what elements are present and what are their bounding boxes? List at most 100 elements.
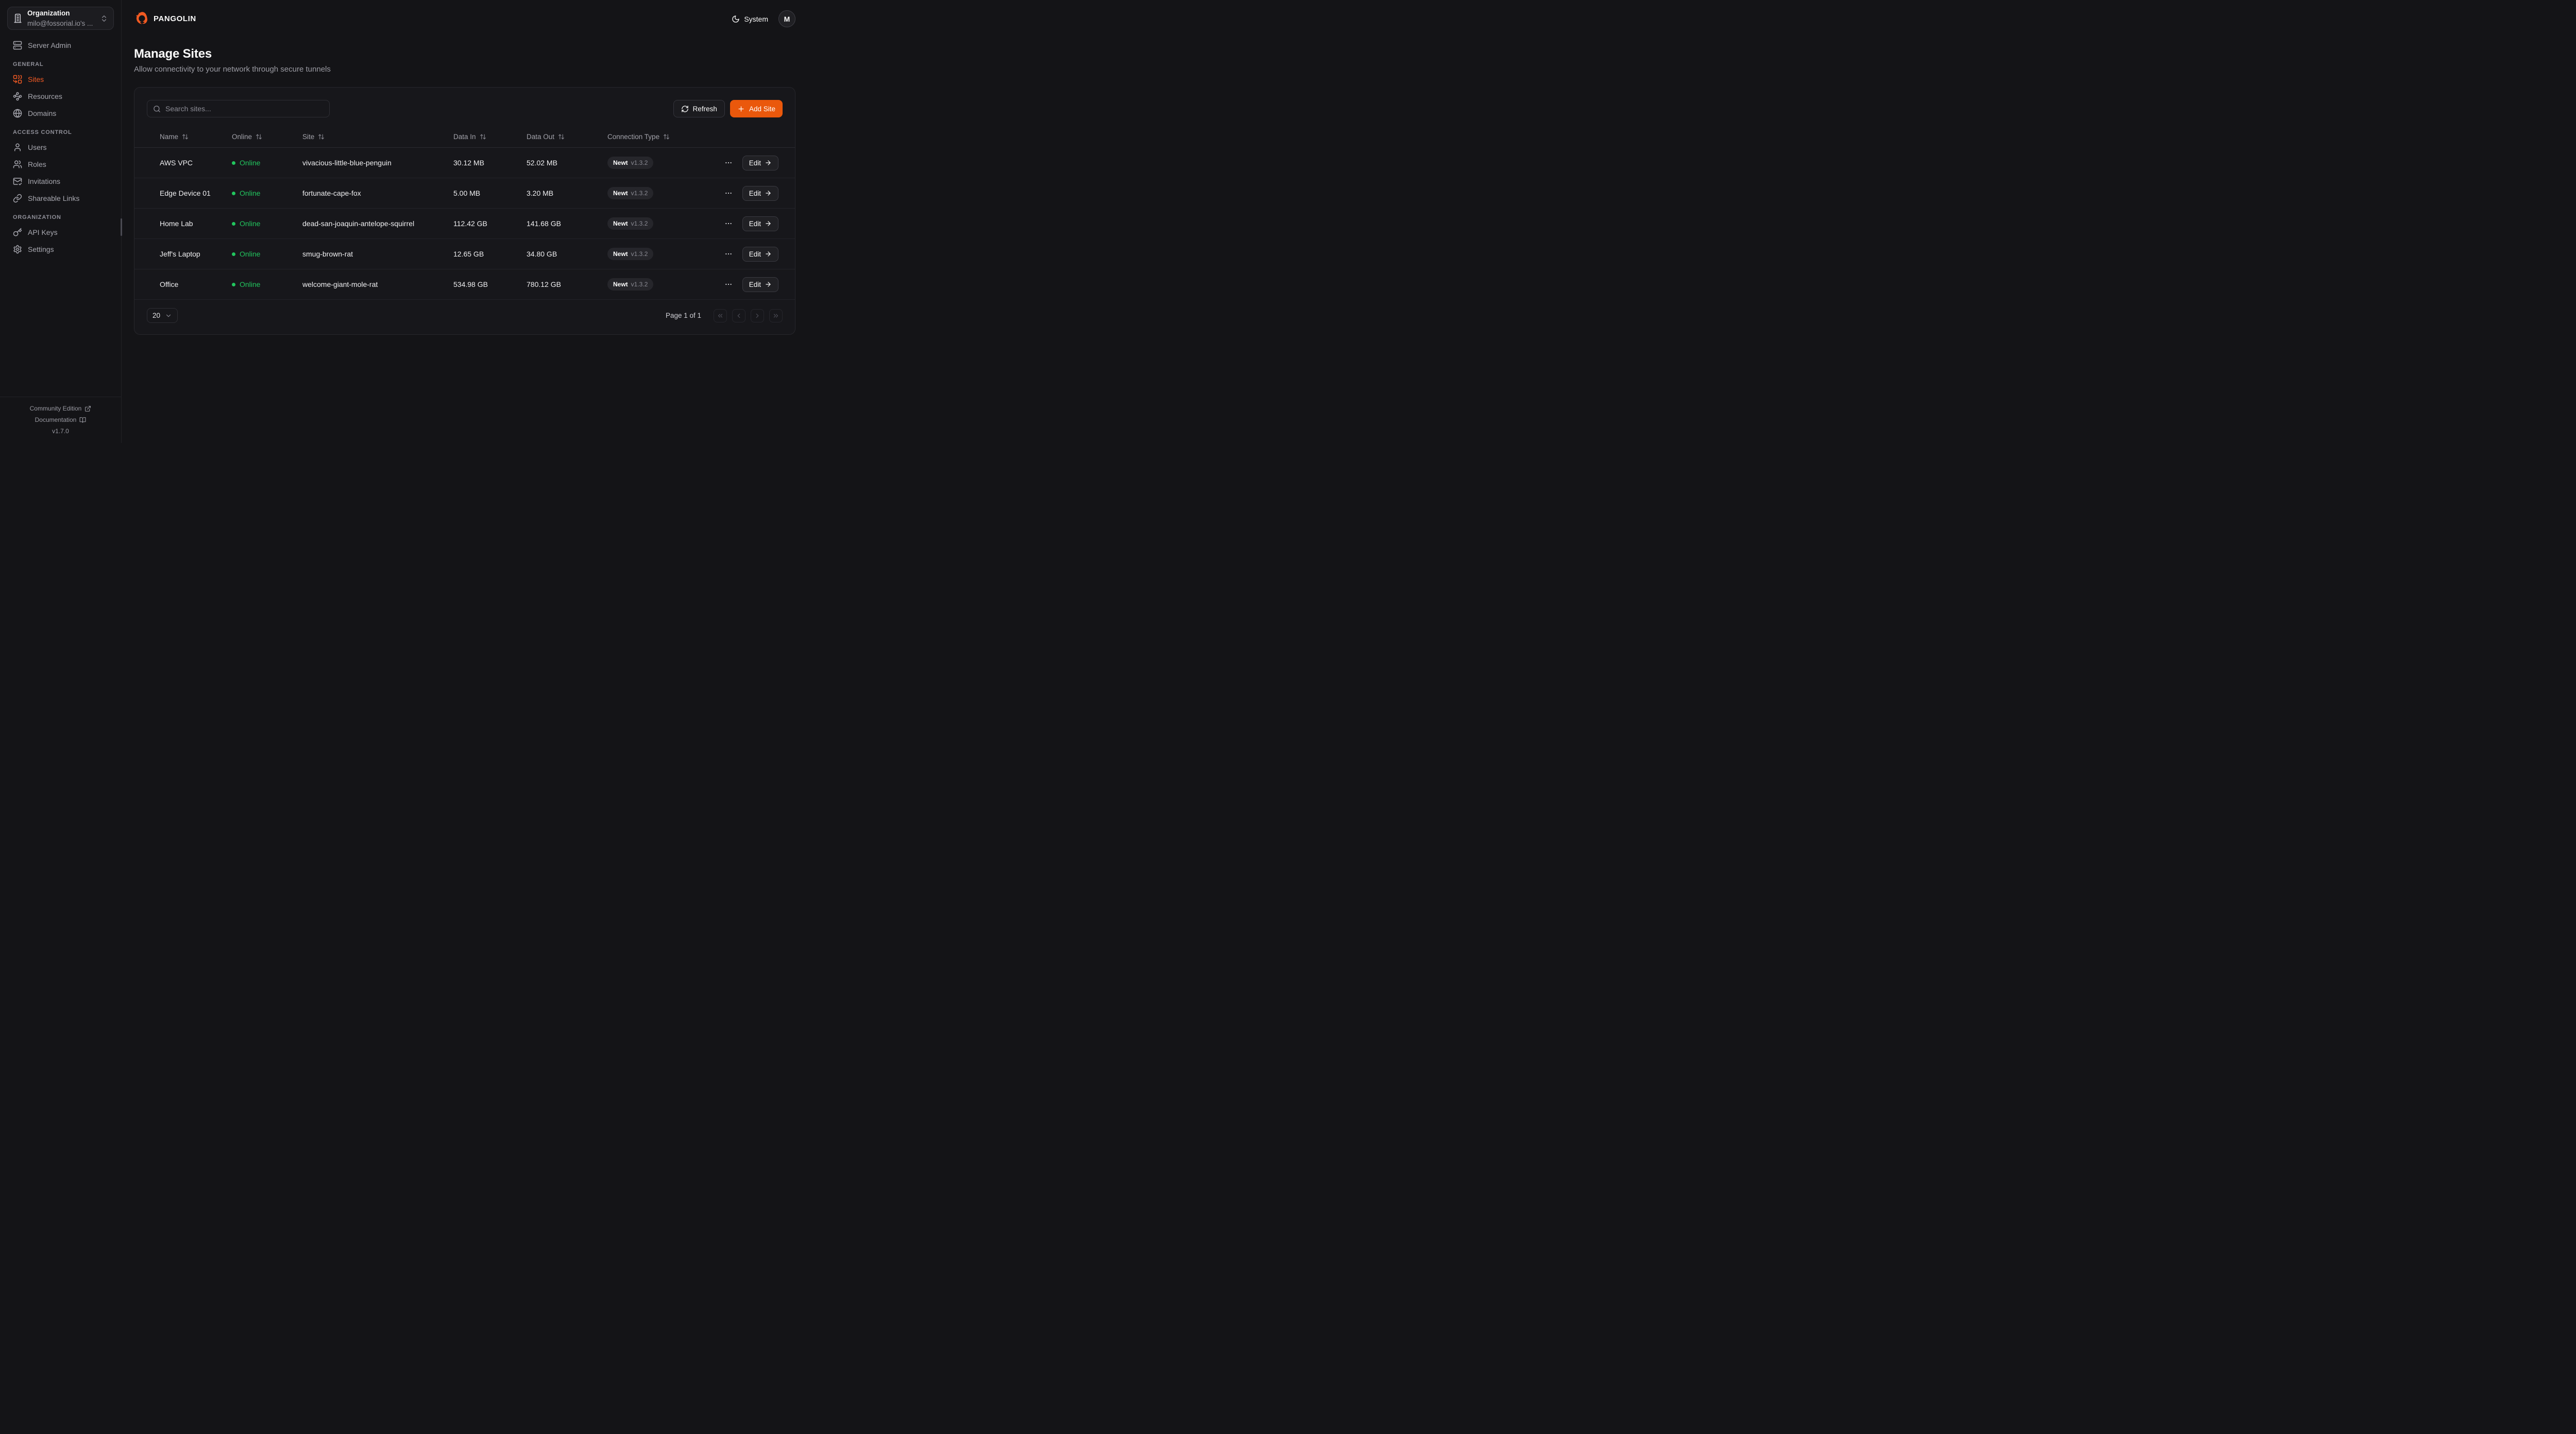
arrow-right-icon: [765, 220, 772, 227]
top-bar: PANGOLIN System M: [122, 0, 808, 38]
building-icon: [13, 13, 23, 23]
sidebar-item-label: Resources: [28, 92, 62, 100]
cell-online: Online: [219, 147, 290, 178]
connection-badge: Newt v1.3.2: [607, 248, 654, 260]
column-label: Name: [160, 133, 179, 141]
edit-button[interactable]: Edit: [742, 216, 778, 231]
refresh-icon: [681, 105, 689, 113]
toolbar-actions: Refresh Add Site: [673, 100, 783, 117]
sidebar-item-shareable-links[interactable]: Shareable Links: [7, 191, 114, 206]
column-label: Data In: [453, 133, 476, 141]
edit-button[interactable]: Edit: [742, 246, 778, 262]
server-icon: [13, 41, 22, 50]
edit-button[interactable]: Edit: [742, 185, 778, 201]
column-header-site[interactable]: Site: [290, 127, 440, 148]
connection-version-label: v1.3.2: [631, 159, 648, 166]
last-page-button[interactable]: [769, 309, 783, 322]
documentation-link[interactable]: Documentation: [4, 414, 117, 425]
theme-toggle-button[interactable]: System: [732, 15, 768, 23]
connection-badge: Newt v1.3.2: [607, 157, 654, 169]
sidebar-item-api-keys[interactable]: API Keys: [7, 225, 114, 240]
link-label: Community Edition: [29, 405, 82, 412]
connection-type-label: Newt: [613, 190, 628, 197]
search-box: [147, 100, 330, 117]
row-menu-button[interactable]: [723, 188, 734, 198]
row-menu-button[interactable]: [723, 279, 734, 289]
chevron-down-icon: [165, 312, 172, 319]
cell-connection-type: Newt v1.3.2: [595, 208, 715, 239]
row-menu-button[interactable]: [723, 249, 734, 259]
user-avatar[interactable]: M: [778, 10, 795, 27]
org-switcher-value: milo@fossorial.io's ...: [27, 19, 93, 27]
column-header-name[interactable]: Name: [134, 127, 219, 148]
settings-icon: [13, 245, 22, 254]
search-input[interactable]: [165, 105, 324, 113]
connection-badge: Newt v1.3.2: [607, 187, 654, 199]
add-site-button[interactable]: Add Site: [730, 100, 783, 117]
pangolin-logo-icon: [134, 11, 149, 27]
sidebar-item-sites[interactable]: Sites: [7, 72, 114, 87]
sort-icon: [663, 133, 670, 140]
cell-data-out: 141.68 GB: [514, 208, 595, 239]
row-menu-button[interactable]: [723, 218, 734, 229]
sidebar-item-resources[interactable]: Resources: [7, 89, 114, 104]
sidebar-item-invitations[interactable]: Invitations: [7, 174, 114, 189]
card-footer: 20 Page 1 of 1: [134, 300, 795, 334]
arrow-right-icon: [765, 250, 772, 258]
ellipsis-icon: [724, 280, 733, 288]
connection-type-label: Newt: [613, 250, 628, 258]
column-header-data-in[interactable]: Data In: [440, 127, 514, 148]
cell-actions: Edit: [715, 269, 795, 300]
edit-button[interactable]: Edit: [742, 277, 778, 292]
edit-label: Edit: [749, 219, 761, 228]
sidebar-footer: Community Edition Documentation v1.7.0: [0, 397, 121, 443]
sidebar-item-roles[interactable]: Roles: [7, 157, 114, 172]
sidebar-nav: Server Admin GENERAL Sites Resources Domains…: [0, 34, 121, 397]
next-page-button[interactable]: [751, 309, 764, 322]
edit-button[interactable]: Edit: [742, 155, 778, 170]
online-dot-icon: [232, 161, 235, 165]
online-dot-icon: [232, 221, 235, 226]
table-row: Office Online welcome-giant-mole-rat 534.98…: [134, 269, 795, 300]
cell-data-in: 12.65 GB: [440, 238, 514, 269]
connection-version-label: v1.3.2: [631, 281, 648, 288]
add-site-label: Add Site: [749, 105, 775, 113]
row-menu-button[interactable]: [723, 158, 734, 168]
org-switcher-text: Organization milo@fossorial.io's ...: [27, 8, 95, 28]
column-header-data-out[interactable]: Data Out: [514, 127, 595, 148]
page-subtitle: Allow connectivity to your network throu…: [134, 65, 331, 74]
community-edition-link[interactable]: Community Edition: [4, 403, 117, 414]
cell-name: AWS VPC: [134, 147, 219, 178]
sidebar-section-title: ORGANIZATION: [13, 214, 61, 220]
page-status: Page 1 of 1: [665, 312, 701, 319]
sidebar-item-label: Shareable Links: [28, 194, 80, 202]
cell-connection-type: Newt v1.3.2: [595, 238, 715, 269]
table-row: Jeff's Laptop Online smug-brown-rat 12.65 G…: [134, 238, 795, 269]
refresh-label: Refresh: [692, 105, 717, 113]
connection-badge: Newt v1.3.2: [607, 278, 654, 291]
sidebar-item-server-admin[interactable]: Server Admin: [7, 38, 114, 53]
first-page-button[interactable]: [714, 309, 727, 322]
previous-page-button[interactable]: [732, 309, 745, 322]
column-header-connection-type[interactable]: Connection Type: [595, 127, 715, 148]
sites-card: Refresh Add Site Name Online Site Data In Da…: [134, 87, 795, 335]
arrow-right-icon: [765, 159, 772, 166]
sidebar-item-domains[interactable]: Domains: [7, 106, 114, 121]
sidebar-resize-handle[interactable]: [121, 218, 122, 236]
cell-site: welcome-giant-mole-rat: [290, 269, 440, 300]
table-header: Name Online Site Data In Data Out Connection …: [134, 127, 795, 148]
refresh-button[interactable]: Refresh: [673, 100, 725, 117]
sidebar-item-users[interactable]: Users: [7, 140, 114, 155]
cell-name: Jeff's Laptop: [134, 238, 219, 269]
cell-site: smug-brown-rat: [290, 238, 440, 269]
column-header-online[interactable]: Online: [219, 127, 290, 148]
page-size-select[interactable]: 20: [147, 308, 178, 323]
ellipsis-icon: [724, 189, 733, 197]
card-toolbar: Refresh Add Site: [134, 88, 795, 123]
user-icon: [13, 143, 22, 152]
chevron-left-icon: [735, 312, 742, 319]
edit-label: Edit: [749, 159, 761, 167]
sidebar-item-settings[interactable]: Settings: [7, 242, 114, 257]
org-switcher[interactable]: Organization milo@fossorial.io's ...: [7, 7, 114, 30]
cell-actions: Edit: [715, 208, 795, 239]
